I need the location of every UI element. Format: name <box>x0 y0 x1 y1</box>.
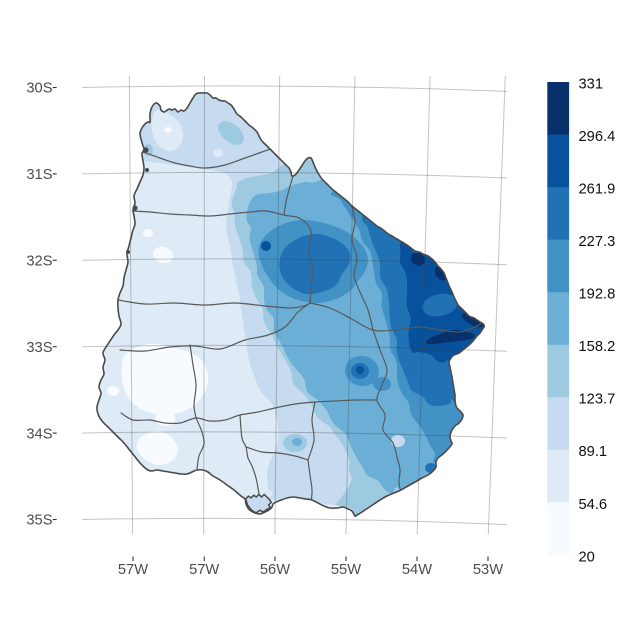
svg-text:30S: 30S <box>26 81 52 97</box>
svg-text:56W: 56W <box>260 562 290 578</box>
svg-text:54W: 54W <box>402 562 432 578</box>
svg-text:89.1: 89.1 <box>579 444 608 460</box>
svg-text:35S: 35S <box>26 513 52 529</box>
svg-text:57W: 57W <box>118 562 148 578</box>
svg-text:54.6: 54.6 <box>579 497 608 513</box>
svg-text:192.8: 192.8 <box>579 287 616 303</box>
svg-text:53W: 53W <box>473 562 503 578</box>
svg-text:31S: 31S <box>26 167 52 183</box>
svg-text:261.9: 261.9 <box>579 182 616 198</box>
svg-text:296.4: 296.4 <box>579 129 616 145</box>
svg-text:20: 20 <box>579 549 595 565</box>
svg-text:158.2: 158.2 <box>579 339 616 355</box>
svg-text:331: 331 <box>579 76 604 92</box>
svg-text:55W: 55W <box>331 562 361 578</box>
svg-text:123.7: 123.7 <box>579 392 616 408</box>
svg-text:57W: 57W <box>189 562 219 578</box>
svg-text:33S: 33S <box>26 340 52 356</box>
svg-text:227.3: 227.3 <box>579 234 616 250</box>
svg-text:34S: 34S <box>26 426 52 442</box>
svg-text:32S: 32S <box>26 254 52 270</box>
